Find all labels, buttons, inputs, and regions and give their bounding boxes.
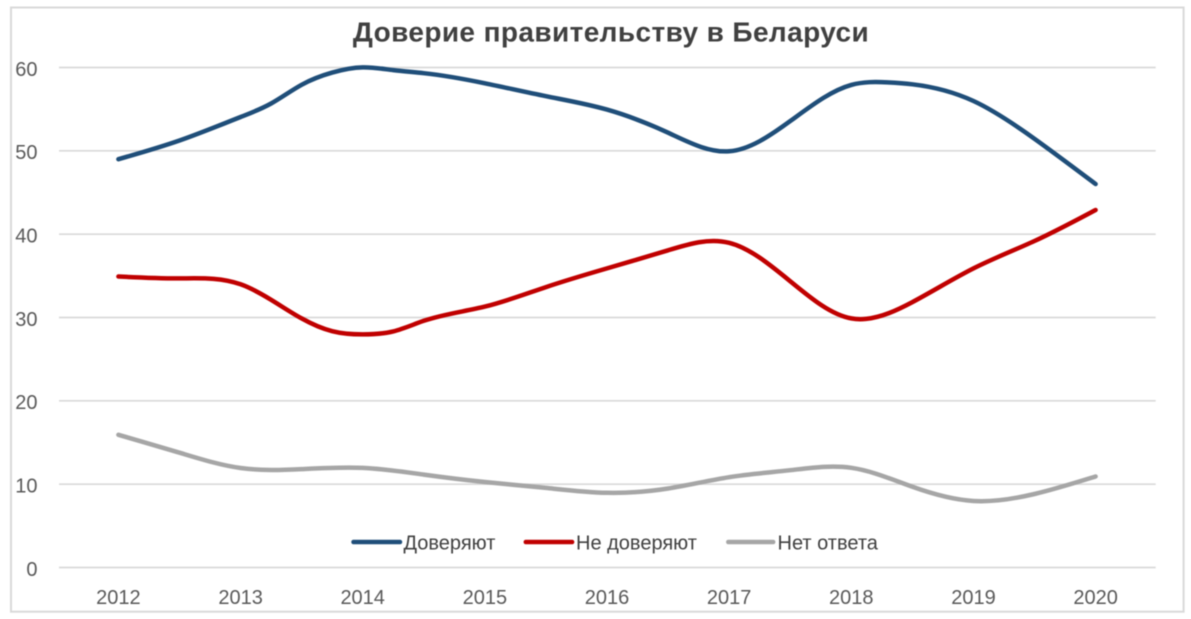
svg-text:2013: 2013	[218, 587, 263, 609]
svg-text:0: 0	[26, 559, 37, 581]
svg-text:2017: 2017	[707, 587, 752, 609]
svg-text:20: 20	[15, 392, 37, 414]
svg-text:2018: 2018	[829, 587, 874, 609]
svg-text:Доверие правительству в Белару: Доверие правительству в Беларуси	[353, 17, 869, 48]
svg-text:30: 30	[15, 309, 37, 331]
svg-text:2014: 2014	[340, 587, 385, 609]
svg-text:10: 10	[15, 476, 37, 498]
svg-text:2016: 2016	[585, 587, 630, 609]
svg-text:2019: 2019	[951, 587, 996, 609]
svg-text:50: 50	[15, 142, 37, 164]
svg-text:Нет ответа: Нет ответа	[778, 533, 879, 555]
svg-text:2012: 2012	[96, 587, 141, 609]
svg-text:Не доверяют: Не доверяют	[576, 533, 697, 555]
svg-text:2015: 2015	[463, 587, 508, 609]
svg-text:60: 60	[15, 59, 37, 81]
svg-text:2020: 2020	[1073, 587, 1118, 609]
svg-text:Доверяют: Доверяют	[404, 533, 496, 555]
svg-text:40: 40	[15, 226, 37, 248]
